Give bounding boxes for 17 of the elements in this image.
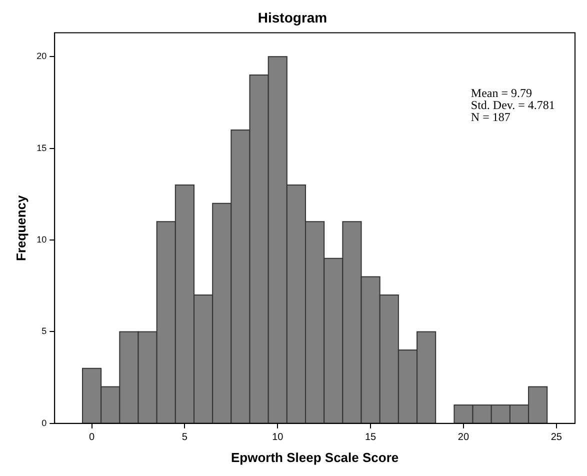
annotation: Std. Dev. = 4.781 [470, 98, 555, 112]
x-tick-label: 25 [550, 432, 562, 444]
annotation: Mean = 9.79 [470, 86, 532, 100]
y-tick-label: 0 [42, 418, 47, 428]
y-tick-label: 10 [36, 234, 47, 245]
x-tick-label: 0 [89, 432, 95, 444]
y-tick-label: 15 [36, 142, 47, 153]
chart-title: Histogram [258, 9, 328, 26]
y-tick-label: 5 [42, 326, 47, 336]
annotation: N = 187 [470, 110, 510, 124]
x-tick-label: 20 [458, 432, 470, 444]
y-axis-title: Frequency [13, 194, 28, 261]
x-tick-label: 5 [182, 432, 188, 444]
y-tick-label: 20 [36, 51, 47, 62]
x-tick-label: 10 [272, 432, 284, 444]
x-tick-label: 15 [365, 432, 377, 444]
x-axis-title: Epworth Sleep Scale Score [230, 450, 399, 465]
